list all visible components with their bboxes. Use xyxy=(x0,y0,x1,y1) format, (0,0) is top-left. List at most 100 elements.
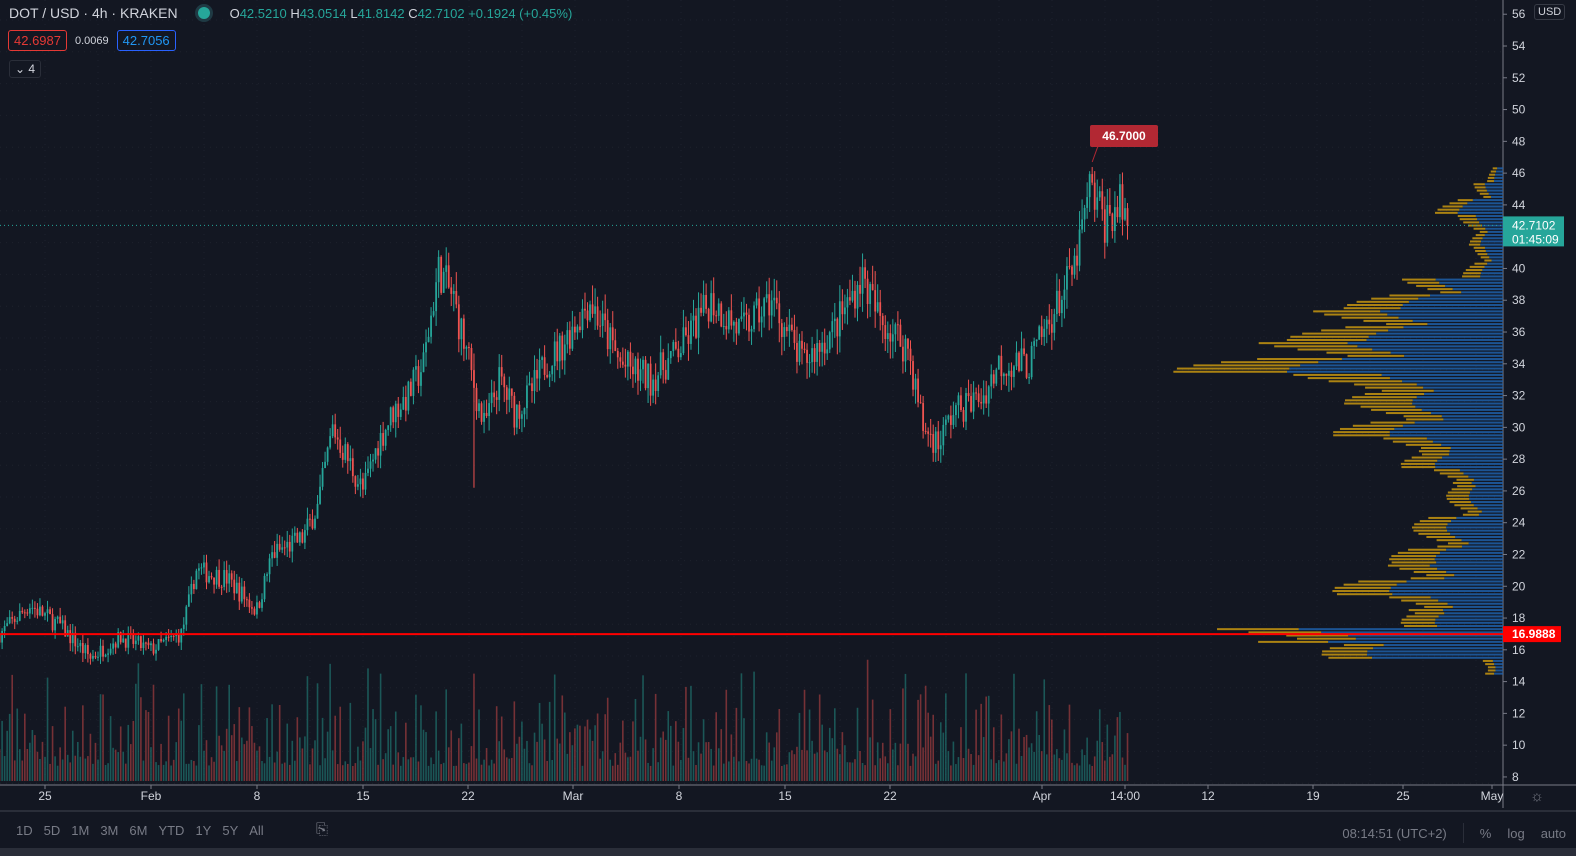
candle-body xyxy=(874,290,877,312)
profile-bar-up xyxy=(1423,386,1503,389)
profile-bar-up xyxy=(1287,370,1503,373)
candle-body xyxy=(230,573,233,580)
volume-bar xyxy=(728,761,730,781)
volume-bar xyxy=(498,741,500,781)
range-all[interactable]: All xyxy=(249,823,264,838)
profile-bar-up xyxy=(1480,272,1503,275)
volume-bar xyxy=(937,760,940,781)
profile-bar-down xyxy=(1420,447,1451,450)
candle-body xyxy=(902,346,904,362)
candle-body xyxy=(972,392,975,412)
candle-body xyxy=(430,315,432,337)
candle-body xyxy=(13,618,16,622)
last-price-label-bg xyxy=(1503,216,1564,247)
candle-body xyxy=(576,326,579,333)
y-tick-label: 22 xyxy=(1512,547,1526,561)
profile-bar-down xyxy=(1333,434,1390,437)
auto-toggle[interactable]: auto xyxy=(1540,825,1566,841)
volume-bar xyxy=(1013,673,1015,781)
volume-bar xyxy=(985,696,988,781)
candle-body xyxy=(770,300,773,316)
range-ytd[interactable]: YTD xyxy=(158,823,185,838)
candle-body xyxy=(218,569,221,587)
profile-bar-up xyxy=(1479,221,1503,224)
volume-bar xyxy=(490,759,493,781)
volume-bar xyxy=(851,762,854,781)
profile-bar-up xyxy=(1289,367,1503,370)
profile-bar-down xyxy=(1487,666,1496,669)
currency-button[interactable]: USD xyxy=(1534,4,1566,20)
profile-bar-up xyxy=(1497,167,1503,170)
profile-bar-down xyxy=(1454,504,1474,507)
profile-bar-up xyxy=(1492,659,1503,662)
profile-bar-up xyxy=(1446,570,1503,573)
candle-body xyxy=(639,369,642,381)
candle-body xyxy=(705,294,708,309)
range-5d[interactable]: 5D xyxy=(43,823,61,838)
profile-bar-up xyxy=(1457,211,1503,214)
candle-body xyxy=(251,607,253,609)
volume-bar xyxy=(750,758,753,781)
candle-body xyxy=(869,284,872,304)
volume-bar xyxy=(321,717,324,781)
profile-bar-up xyxy=(1494,663,1503,666)
candle-body xyxy=(495,397,498,400)
volume-bar xyxy=(796,746,798,781)
candle-body xyxy=(758,298,761,323)
candle-body xyxy=(538,359,541,379)
range-1y[interactable]: 1Y xyxy=(195,823,212,838)
volume-bar xyxy=(180,720,183,781)
candle-body xyxy=(142,642,145,649)
candle-body xyxy=(266,574,268,576)
range-1m[interactable]: 1M xyxy=(71,823,90,838)
volume-bar xyxy=(341,765,344,781)
candle-body xyxy=(245,599,248,601)
volume-bar xyxy=(124,763,127,781)
candle-body xyxy=(949,415,952,425)
candle-body xyxy=(806,349,808,363)
candle-body xyxy=(263,575,266,600)
volume-bar xyxy=(1073,765,1076,781)
candle-body xyxy=(291,535,294,552)
buy-button[interactable]: 42.7056 xyxy=(116,30,176,51)
profile-bar-up xyxy=(1477,507,1503,510)
candle-body xyxy=(717,303,720,316)
volume-bar xyxy=(1101,742,1104,781)
volume-bar xyxy=(745,760,748,781)
candle-body xyxy=(1020,348,1023,371)
profile-bar-up xyxy=(1487,262,1503,265)
candle-body xyxy=(669,350,672,359)
profile-bar-down xyxy=(1391,555,1437,558)
range-3m[interactable]: 3M xyxy=(100,823,119,838)
candle-body xyxy=(574,326,576,333)
range-6m[interactable]: 6M xyxy=(129,823,148,838)
profile-bar-up xyxy=(1426,437,1503,440)
candle-body xyxy=(331,424,334,437)
profile-bar-down xyxy=(1405,443,1442,446)
range-5y[interactable]: 5Y xyxy=(222,823,239,838)
volume-bar xyxy=(495,706,498,781)
symbol-title[interactable]: DOT / USD · 4h · KRAKEN xyxy=(9,5,178,21)
price-chart[interactable]: 8 10 12 14 16 18 20 22 24 26 28 30 32 34 36 38 40 44 46 48 5… xyxy=(0,0,1576,810)
profile-bar-up xyxy=(1473,478,1503,481)
profile-bar-up xyxy=(1414,421,1503,424)
candle-body xyxy=(1050,324,1053,333)
sell-button[interactable]: 42.6987 xyxy=(8,30,67,51)
profile-bar-up xyxy=(1367,650,1503,653)
profile-bar-up xyxy=(1373,647,1503,650)
profile-bar-down xyxy=(1487,176,1495,179)
candle-body xyxy=(46,609,49,614)
log-toggle[interactable]: log xyxy=(1507,825,1525,841)
volume-bar xyxy=(1066,753,1068,781)
candle-body xyxy=(743,312,745,317)
profile-bar-up xyxy=(1403,326,1503,329)
clock[interactable]: 08:14:51 (UTC+2) xyxy=(1342,825,1447,841)
profile-bar-down xyxy=(1344,402,1413,405)
percent-toggle[interactable]: % xyxy=(1479,825,1492,841)
indicators-toggle[interactable]: ⌄ 4 xyxy=(9,60,42,78)
goto-date-icon[interactable]: ⎘ xyxy=(316,821,329,838)
range-1d[interactable]: 1D xyxy=(16,823,33,838)
candle-body xyxy=(889,333,892,342)
volume-bar xyxy=(1020,756,1023,781)
candle-body xyxy=(326,447,329,462)
